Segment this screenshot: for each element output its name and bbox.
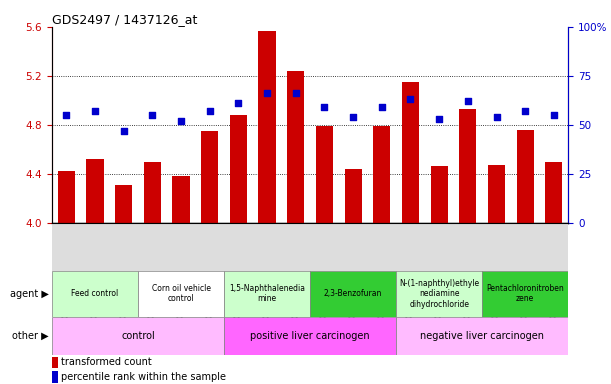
Point xyxy=(90,108,100,114)
Point xyxy=(147,112,157,118)
Bar xyxy=(224,317,396,355)
Bar xyxy=(310,271,396,317)
Point xyxy=(176,118,186,124)
Bar xyxy=(52,317,224,355)
Point xyxy=(377,104,387,110)
Point xyxy=(549,112,559,118)
Bar xyxy=(517,130,534,223)
Text: percentile rank within the sample: percentile rank within the sample xyxy=(61,372,226,382)
Point xyxy=(233,100,243,106)
Point xyxy=(119,127,128,134)
Bar xyxy=(545,162,563,223)
Bar xyxy=(201,131,218,223)
Bar xyxy=(402,82,419,223)
Bar xyxy=(287,71,304,223)
Bar xyxy=(224,271,310,317)
Text: transformed count: transformed count xyxy=(61,358,152,367)
Bar xyxy=(115,185,132,223)
Point xyxy=(463,98,473,104)
Text: other ▶: other ▶ xyxy=(12,331,49,341)
Text: positive liver carcinogen: positive liver carcinogen xyxy=(251,331,370,341)
Bar xyxy=(488,165,505,223)
Bar xyxy=(144,162,161,223)
Text: 2,3-Benzofuran: 2,3-Benzofuran xyxy=(324,289,382,298)
Point xyxy=(291,90,301,96)
Bar xyxy=(316,126,333,223)
Point xyxy=(205,108,214,114)
Bar xyxy=(52,371,58,382)
Bar xyxy=(396,271,482,317)
Bar xyxy=(373,126,390,223)
Point xyxy=(434,116,444,122)
Point xyxy=(61,112,71,118)
Point xyxy=(262,90,272,96)
Text: N-(1-naphthyl)ethyle
nediamine
dihydrochloride: N-(1-naphthyl)ethyle nediamine dihydroch… xyxy=(399,279,479,309)
Text: 1,5-Naphthalenedia
mine: 1,5-Naphthalenedia mine xyxy=(229,284,305,303)
Text: Corn oil vehicle
control: Corn oil vehicle control xyxy=(152,284,211,303)
Point xyxy=(521,108,530,114)
Bar xyxy=(345,169,362,223)
Text: control: control xyxy=(121,331,155,341)
Point xyxy=(492,114,502,120)
Bar xyxy=(459,109,477,223)
Text: GDS2497 / 1437126_at: GDS2497 / 1437126_at xyxy=(52,13,197,26)
Bar xyxy=(482,271,568,317)
Point xyxy=(348,114,358,120)
Bar xyxy=(258,31,276,223)
Text: Feed control: Feed control xyxy=(71,289,119,298)
Bar xyxy=(396,317,568,355)
Bar xyxy=(57,171,75,223)
Text: negative liver carcinogen: negative liver carcinogen xyxy=(420,331,544,341)
Point xyxy=(320,104,329,110)
Bar xyxy=(230,115,247,223)
Bar xyxy=(52,271,138,317)
Bar xyxy=(52,357,58,368)
Bar xyxy=(431,166,448,223)
Bar xyxy=(86,159,104,223)
Bar xyxy=(172,176,189,223)
Point xyxy=(406,96,415,103)
Text: agent ▶: agent ▶ xyxy=(10,289,49,299)
Bar xyxy=(138,271,224,317)
Text: Pentachloronitroben
zene: Pentachloronitroben zene xyxy=(486,284,564,303)
